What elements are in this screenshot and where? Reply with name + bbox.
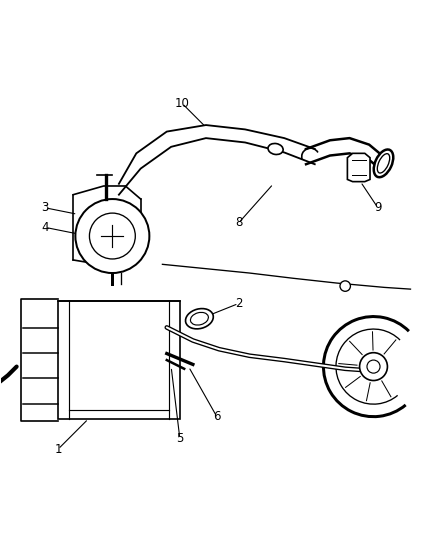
Text: 8: 8 [235, 216, 242, 230]
Text: 5: 5 [176, 432, 184, 445]
Ellipse shape [268, 143, 283, 155]
Ellipse shape [374, 149, 393, 177]
Circle shape [75, 199, 149, 273]
Ellipse shape [186, 309, 213, 329]
Text: 4: 4 [41, 221, 49, 234]
Text: 1: 1 [54, 443, 62, 456]
Text: 10: 10 [175, 97, 190, 110]
Circle shape [360, 353, 388, 381]
Text: 6: 6 [213, 410, 221, 423]
Text: 3: 3 [41, 201, 49, 214]
Text: 9: 9 [374, 201, 381, 214]
Bar [58, 301, 180, 419]
Text: 2: 2 [235, 297, 242, 310]
Circle shape [340, 281, 350, 292]
Polygon shape [347, 154, 370, 182]
